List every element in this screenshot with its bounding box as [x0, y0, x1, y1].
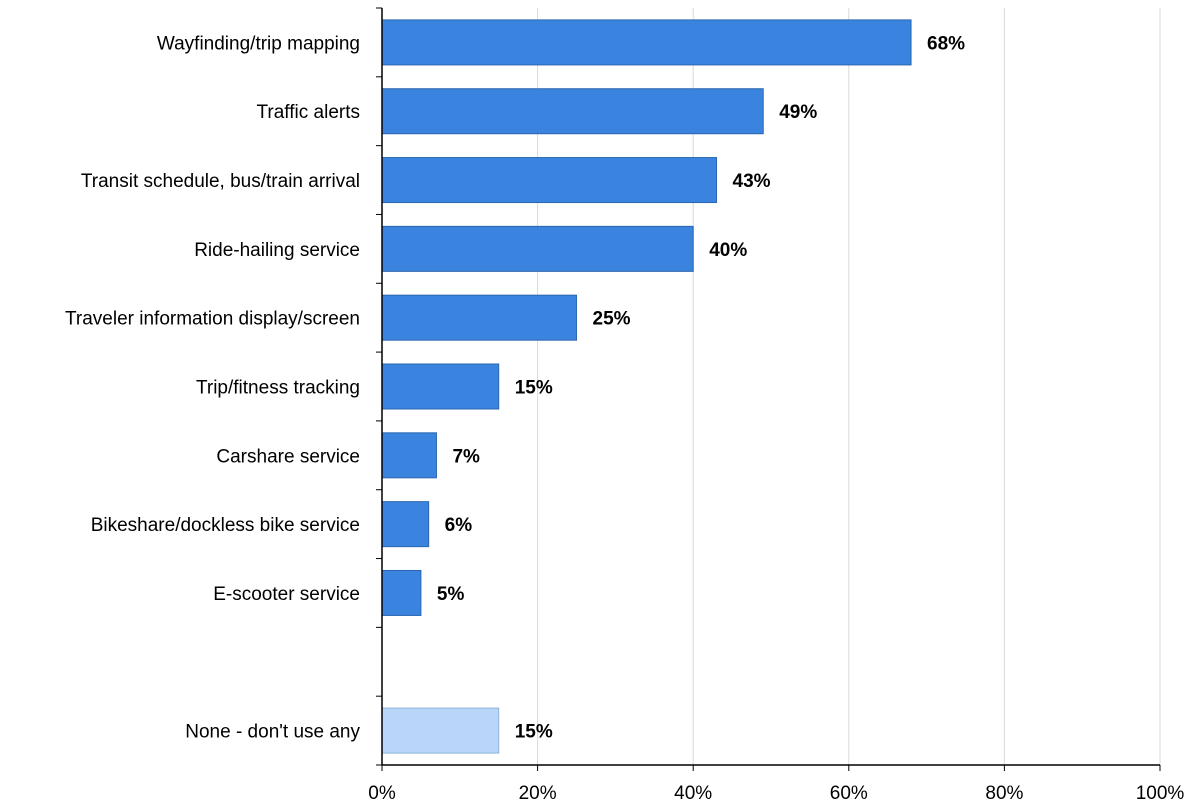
value-label-2: 49% — [779, 102, 817, 123]
x-tick-label-80: 80% — [985, 783, 1023, 804]
bar-1 — [381, 19, 912, 66]
category-label-11: None - don't use any — [185, 722, 360, 743]
category-label-5: Traveler information display/screen — [65, 309, 360, 330]
bar-6 — [381, 363, 500, 410]
value-label-5: 25% — [593, 309, 631, 330]
x-tick-label-60: 60% — [830, 783, 868, 804]
value-label-4: 40% — [709, 240, 747, 261]
bar-11 — [381, 707, 500, 754]
x-tick-label-0: 0% — [368, 783, 396, 804]
x-tick-label-20: 20% — [519, 783, 557, 804]
bar-4 — [381, 225, 694, 272]
category-label-6: Trip/fitness tracking — [196, 378, 360, 399]
category-label-7: Carshare service — [216, 446, 360, 467]
category-label-2: Traffic alerts — [257, 102, 360, 123]
value-label-11: 15% — [515, 722, 553, 743]
value-label-3: 43% — [733, 171, 771, 192]
labels: Wayfinding/trip mapping 68% Traffic alerts… — [65, 33, 1184, 804]
bar-3 — [381, 157, 718, 204]
bar-8 — [381, 501, 430, 548]
bar-2 — [381, 88, 764, 135]
category-label-9: E-scooter service — [213, 584, 360, 605]
category-label-1: Wayfinding/trip mapping — [157, 33, 360, 54]
x-tick-label-100: 100% — [1136, 783, 1185, 804]
value-label-1: 68% — [927, 33, 965, 54]
category-label-3: Transit schedule, bus/train arrival — [81, 171, 360, 192]
x-tick-label-40: 40% — [674, 783, 712, 804]
bar-7 — [381, 432, 437, 479]
bar-9 — [381, 569, 422, 616]
axes — [376, 7, 1161, 771]
value-label-6: 15% — [515, 378, 553, 399]
value-label-8: 6% — [445, 515, 473, 536]
bars — [381, 19, 912, 754]
bar-5 — [381, 294, 577, 341]
value-label-9: 5% — [437, 584, 465, 605]
category-label-4: Ride-hailing service — [194, 240, 360, 261]
value-label-7: 7% — [452, 446, 480, 467]
category-label-8: Bikeshare/dockless bike service — [91, 515, 360, 536]
